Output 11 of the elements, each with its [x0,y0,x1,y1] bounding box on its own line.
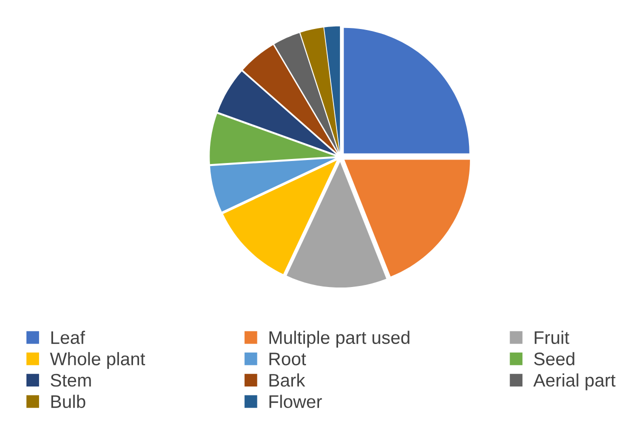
legend-label: Bulb [51,394,86,408]
legend-label: Root [269,352,306,366]
legend-label: Aerial part [533,373,616,390]
legend-label: Leaf [51,330,86,344]
legend-label: Stem [50,374,91,387]
legend-label: Fruit [534,330,570,344]
legend-label: Seed [534,352,574,366]
legend-label: Bark [269,373,306,387]
legend-label: Whole plant [50,352,146,369]
legend-label: Multiple part used [269,330,410,348]
legend-label: Flower [269,394,322,408]
